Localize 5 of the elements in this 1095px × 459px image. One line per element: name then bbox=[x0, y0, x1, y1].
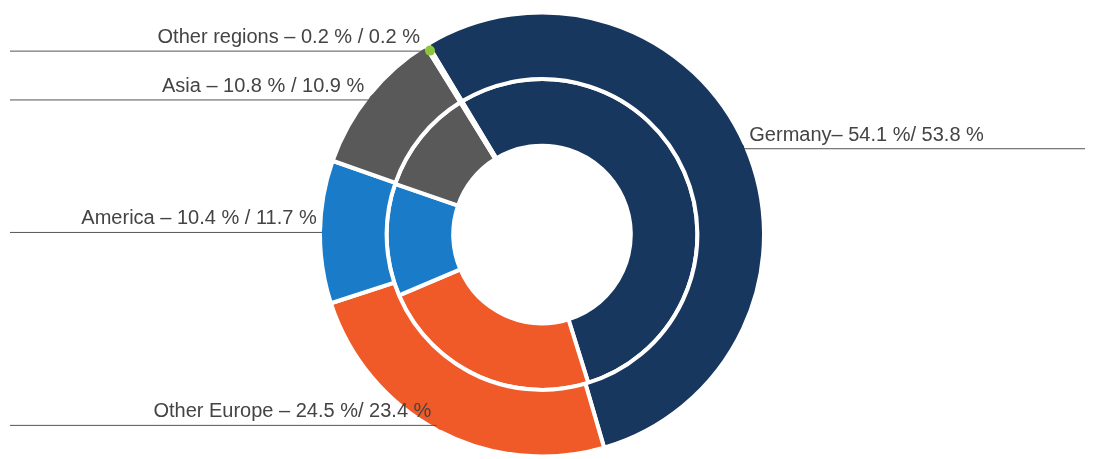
slice-label: Other regions – 0.2 % / 0.2 % bbox=[157, 25, 421, 48]
slice-label: Other Europe – 24.5 %/ 23.4 % bbox=[153, 399, 432, 422]
slice-label: Germany– 54.1 %/ 53.8 % bbox=[749, 122, 985, 145]
slice-label: Asia – 10.8 % / 10.9 % bbox=[161, 73, 365, 96]
slice-label: America – 10.4 % / 11.7 % bbox=[81, 206, 317, 229]
